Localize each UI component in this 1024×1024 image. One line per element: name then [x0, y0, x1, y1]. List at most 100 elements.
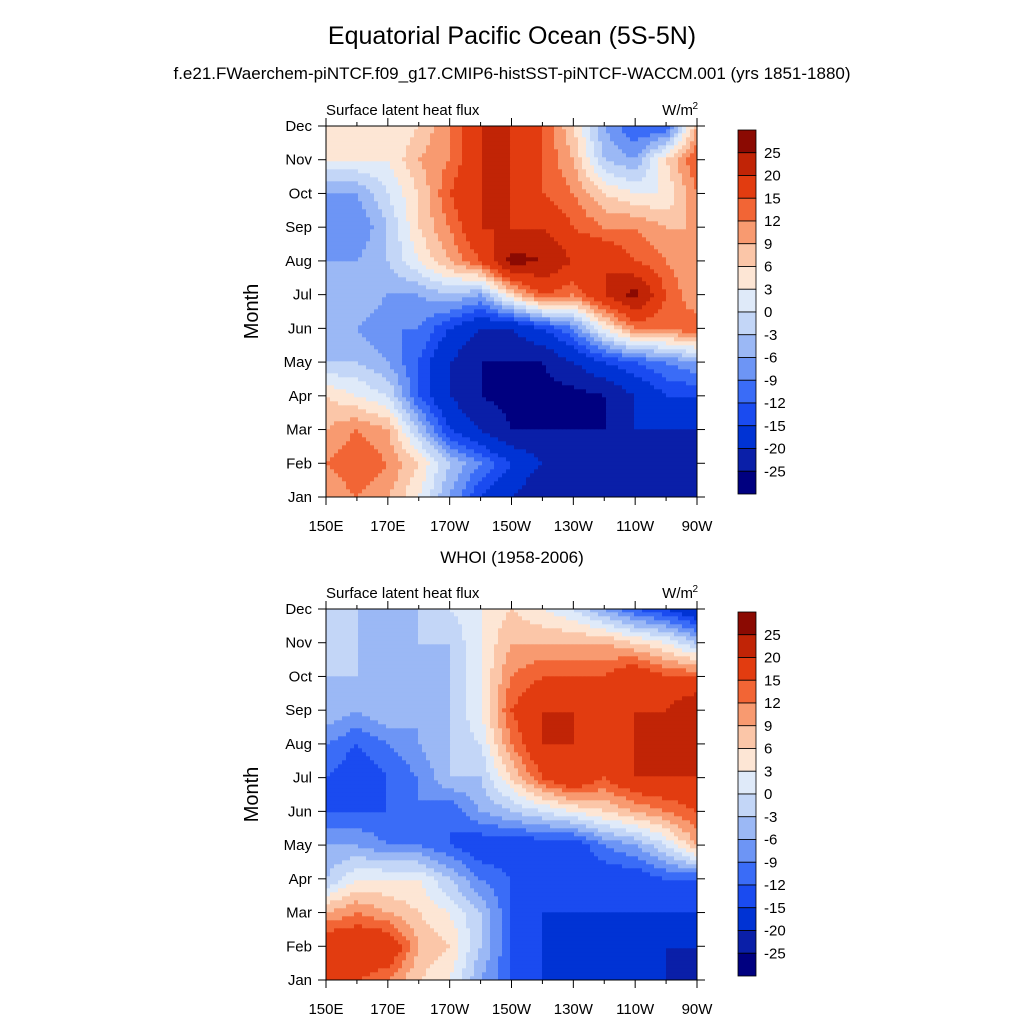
contour-cell	[602, 285, 607, 290]
contour-cell	[578, 373, 583, 378]
contour-cell	[478, 305, 483, 310]
contour-cell	[382, 317, 387, 322]
contour-cell	[646, 413, 651, 418]
contour-cell	[486, 385, 491, 390]
contour-cell	[326, 365, 331, 370]
contour-cell	[658, 397, 663, 402]
contour-cell	[342, 281, 347, 286]
contour-cell	[466, 285, 471, 290]
contour-cell	[490, 485, 495, 490]
contour-cell	[470, 297, 475, 302]
contour-cell	[610, 421, 615, 426]
contour-cell	[354, 301, 359, 306]
contour-cell	[658, 445, 663, 450]
contour-cell	[682, 341, 687, 346]
contour-cell	[330, 413, 335, 418]
contour-cell	[574, 397, 579, 402]
contour-cell	[690, 469, 695, 474]
contour-cell	[502, 401, 507, 406]
contour-cell	[454, 425, 459, 430]
contour-cell	[686, 401, 691, 406]
contour-cell	[514, 425, 519, 430]
contour-cell	[666, 413, 671, 418]
contour-cell	[478, 285, 483, 290]
contour-cell	[618, 461, 623, 466]
contour-cell	[514, 377, 519, 382]
contour-cell	[582, 469, 587, 474]
contour-cell	[602, 409, 607, 414]
contour-cell	[622, 341, 627, 346]
contour-cell	[346, 417, 351, 422]
contour-cell	[550, 445, 555, 450]
contour-cell	[678, 357, 683, 362]
contour-cell	[450, 393, 455, 398]
contour-cell	[658, 293, 663, 298]
contour-cell	[590, 337, 595, 342]
contour-cell	[522, 489, 527, 494]
contour-cell	[590, 437, 595, 442]
contour-cell	[622, 453, 627, 458]
contour-cell	[666, 481, 671, 486]
contour-cell	[382, 365, 387, 370]
contour-cell	[598, 341, 603, 346]
contour-cell	[570, 429, 575, 434]
contour-cell	[494, 297, 499, 302]
contour-cell	[514, 341, 519, 346]
contour-cell	[614, 385, 619, 390]
contour-cell	[406, 349, 411, 354]
contour-cell	[570, 353, 575, 358]
contour-cell	[426, 289, 431, 294]
contour-cell	[338, 341, 343, 346]
contour-cell	[438, 477, 443, 482]
contour-cell	[370, 309, 375, 314]
contour-cell	[690, 341, 695, 346]
contour-cell	[582, 337, 587, 342]
contour-cell	[350, 289, 355, 294]
contour-cell	[378, 453, 383, 458]
contour-cell	[370, 489, 375, 494]
contour-cell	[570, 437, 575, 442]
contour-cell	[670, 357, 675, 362]
contour-cell	[346, 301, 351, 306]
contour-cell	[678, 365, 683, 370]
contour-cell	[338, 453, 343, 458]
contour-cell	[342, 381, 347, 386]
contour-cell	[346, 385, 351, 390]
contour-cell	[362, 333, 367, 338]
contour-cell	[578, 425, 583, 430]
contour-cell	[438, 437, 443, 442]
contour-cell	[602, 393, 607, 398]
contour-cell	[510, 337, 515, 342]
contour-cell	[622, 469, 627, 474]
contour-cell	[398, 401, 403, 406]
contour-cell	[586, 433, 591, 438]
contour-cell	[538, 353, 543, 358]
contour-cell	[498, 389, 503, 394]
contour-cell	[598, 373, 603, 378]
contour-cell	[442, 309, 447, 314]
contour-cell	[690, 425, 695, 430]
contour-cell	[374, 449, 379, 454]
contour-cell	[658, 313, 663, 318]
contour-cell	[638, 305, 643, 310]
contour-cell	[442, 433, 447, 438]
contour-cell	[434, 461, 439, 466]
contour-cell	[526, 425, 531, 430]
contour-cell	[374, 337, 379, 342]
contour-cell	[366, 481, 371, 486]
contour-cell	[346, 425, 351, 430]
contour-cell	[590, 361, 595, 366]
contour-cell	[630, 365, 635, 370]
contour-cell	[382, 285, 387, 290]
contour-cell	[334, 433, 339, 438]
contour-cell	[458, 353, 463, 358]
contour-cell	[558, 333, 563, 338]
contour-cell	[430, 461, 435, 466]
contour-cell	[466, 381, 471, 386]
contour-cell	[518, 309, 523, 314]
contour-cell	[430, 485, 435, 490]
contour-cell	[474, 393, 479, 398]
contour-cell	[538, 285, 543, 290]
contour-cell	[690, 297, 695, 302]
contour-cell	[478, 337, 483, 342]
